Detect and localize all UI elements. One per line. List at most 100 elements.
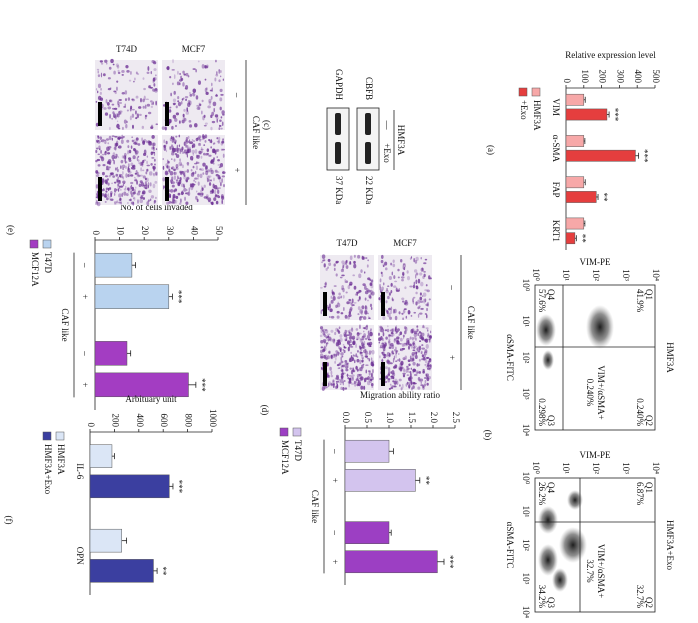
stained-cell <box>103 187 105 190</box>
stained-cell <box>392 352 395 355</box>
error-bar <box>169 483 174 490</box>
stained-cell <box>346 362 348 366</box>
stained-cell <box>367 330 370 336</box>
stained-cell <box>151 134 155 139</box>
stained-cell <box>129 115 132 121</box>
legend-label: MCF12A <box>280 440 290 475</box>
stained-cell <box>364 310 368 315</box>
stained-cell <box>388 338 391 341</box>
stained-cell <box>181 170 185 174</box>
stained-cell <box>409 343 412 347</box>
stained-cell <box>107 187 110 192</box>
stained-cell <box>199 138 202 143</box>
column-label: – <box>447 284 457 290</box>
stained-cell <box>424 258 428 261</box>
stained-cell <box>124 159 127 164</box>
scale-bar <box>381 362 385 386</box>
stained-cell <box>171 166 175 170</box>
stained-cell <box>99 91 102 95</box>
stained-cell <box>131 139 135 143</box>
stained-cell <box>428 298 431 301</box>
stained-cell <box>173 171 177 175</box>
stained-cell <box>117 182 120 187</box>
stained-cell <box>420 281 424 287</box>
stained-cell <box>344 329 348 334</box>
stained-cell <box>176 81 180 86</box>
stained-cell <box>344 360 348 363</box>
stained-cell <box>109 126 111 131</box>
stained-cell <box>382 332 385 337</box>
stained-cell <box>323 346 327 352</box>
stained-cell <box>196 161 200 164</box>
scale-bar <box>165 102 169 126</box>
stained-cell <box>418 331 421 334</box>
protein-label: GAPDH <box>334 69 344 101</box>
stained-cell <box>366 380 371 386</box>
stained-cell <box>359 384 361 387</box>
stained-cell <box>164 170 169 176</box>
stained-cell <box>122 135 125 138</box>
column-label: – <box>232 92 242 98</box>
stained-cell <box>119 185 123 188</box>
flow-x-tick: 10¹ <box>521 506 531 518</box>
stained-cell <box>371 291 375 296</box>
stained-cell <box>212 148 216 154</box>
stained-cell <box>126 109 129 112</box>
stained-cell <box>146 160 148 165</box>
stained-cell <box>363 385 366 390</box>
stained-cell <box>175 167 178 169</box>
stained-cell <box>426 289 430 293</box>
flow-y-tick: 10² <box>591 269 601 281</box>
stained-cell <box>348 377 352 383</box>
stained-cell <box>209 191 213 195</box>
stained-cell <box>95 184 99 189</box>
stained-cell <box>142 190 146 195</box>
stained-cell <box>218 136 221 141</box>
stained-cell <box>413 281 416 285</box>
stained-cell <box>202 135 206 140</box>
quadrant-value: 26.2% <box>537 482 547 506</box>
significance-label: ** <box>577 234 587 244</box>
stained-cell <box>390 306 393 311</box>
protein-label: CBFB <box>364 77 374 100</box>
stained-cell <box>208 100 212 105</box>
stained-cell <box>128 157 132 160</box>
stained-cell <box>425 357 428 360</box>
blot-band <box>365 142 371 164</box>
stained-cell <box>357 299 360 302</box>
stained-cell <box>419 312 423 315</box>
stained-cell <box>379 346 382 349</box>
stained-cell <box>419 378 424 382</box>
stained-cell <box>401 366 404 369</box>
stained-cell <box>350 376 354 379</box>
stained-cell <box>172 58 174 64</box>
stained-cell <box>400 360 404 366</box>
stained-cell <box>405 383 408 387</box>
stained-cell <box>349 301 353 305</box>
stained-cell <box>95 88 98 91</box>
stained-cell <box>97 140 101 144</box>
y-tick-label: 50 <box>214 226 224 236</box>
stained-cell <box>218 79 221 83</box>
cell-image <box>320 254 375 321</box>
stained-cell <box>163 144 166 148</box>
stained-cell <box>336 315 340 319</box>
stained-cell <box>117 137 121 140</box>
stained-cell <box>340 373 345 376</box>
stained-cell <box>356 332 360 336</box>
stained-cell <box>104 201 107 203</box>
stained-cell <box>131 113 135 118</box>
significance-label: *** <box>197 378 207 392</box>
stained-cell <box>140 196 144 199</box>
stained-cell <box>354 293 358 296</box>
stained-cell <box>339 276 343 279</box>
stained-cell <box>105 99 108 104</box>
stained-cell <box>390 386 394 390</box>
stained-cell <box>321 261 323 264</box>
error-bar <box>583 220 586 227</box>
stained-cell <box>337 301 339 305</box>
stained-cell <box>348 335 353 340</box>
stained-cell <box>394 315 398 321</box>
stained-cell <box>102 139 104 143</box>
stained-cell <box>380 254 384 259</box>
